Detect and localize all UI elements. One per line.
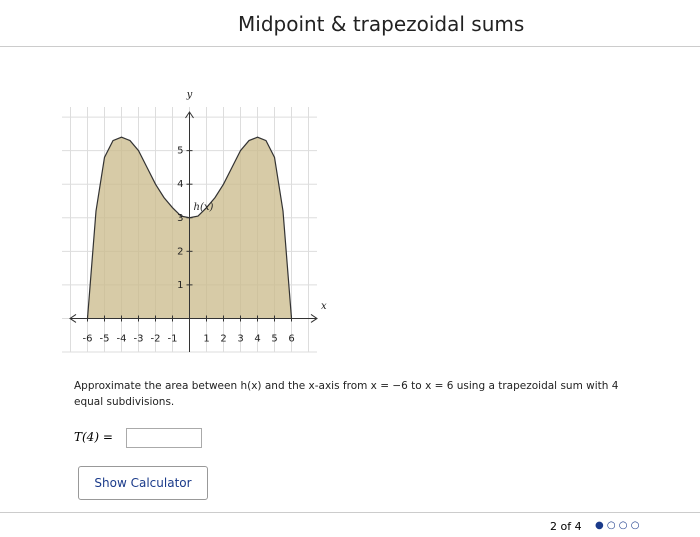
answer-input[interactable] [126, 428, 202, 448]
x-tick-label: -6 [83, 333, 93, 344]
page-dots[interactable]: ● ○ ○ ○ [595, 520, 640, 531]
y-tick-label: 4 [177, 179, 183, 190]
x-tick-label: -1 [168, 333, 178, 344]
page-title: Midpoint & trapezoidal sums [238, 12, 525, 36]
x-tick-label: -4 [117, 333, 127, 344]
y-tick-label: 1 [177, 280, 183, 291]
x-tick-label: 2 [220, 333, 226, 344]
x-tick-label: -2 [151, 333, 161, 344]
arrow [310, 314, 318, 323]
pagination: 2 of 4 [550, 520, 582, 533]
y-tick-label: 2 [177, 246, 183, 257]
x-tick-label: 6 [288, 333, 294, 344]
answer-label: T(4) = [74, 430, 113, 444]
y-tick-label: 5 [177, 146, 183, 157]
calculator-button[interactable]: Show Calculator [78, 466, 208, 500]
x-tick-label: 3 [237, 333, 243, 344]
y-axis-label: y [186, 90, 193, 101]
arrow [69, 314, 77, 323]
arrow [185, 111, 194, 119]
x-axis-label: x [321, 301, 327, 312]
x-tick-label: 4 [254, 333, 260, 344]
x-tick-label: -3 [134, 333, 144, 344]
x-tick-label: 1 [203, 333, 209, 344]
x-tick-label: -5 [100, 333, 110, 344]
x-tick-label: 5 [271, 333, 277, 344]
divider [0, 512, 700, 513]
function-label: h(x) [194, 202, 214, 213]
question-text: Approximate the area between h(x) and th… [74, 380, 619, 408]
y-tick-label: 3 [177, 213, 183, 224]
divider [0, 46, 700, 47]
